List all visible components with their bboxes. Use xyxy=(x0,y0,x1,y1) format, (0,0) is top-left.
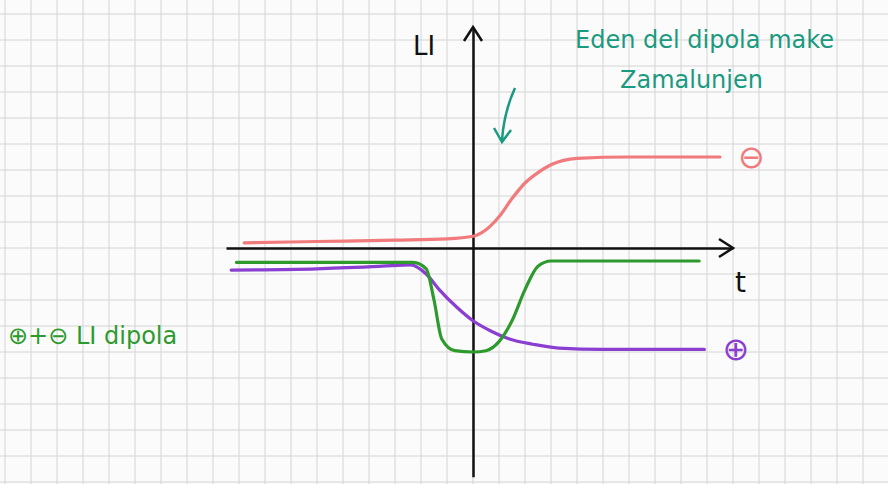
chart: LI t ⊖ ⊕ ⊕+⊖ LI dipola Eden del dipola make Za… xyxy=(0,0,888,484)
paper-line xyxy=(0,222,888,223)
axis-line xyxy=(472,28,475,478)
paper-line xyxy=(0,196,888,197)
paper-line xyxy=(135,0,136,484)
x-axis xyxy=(227,248,734,249)
paper xyxy=(0,0,888,484)
paper-line xyxy=(577,0,578,484)
paper-line xyxy=(0,482,888,483)
annotation-line: Eden del dipola make xyxy=(575,26,834,54)
paper-line xyxy=(447,0,448,484)
paper-line xyxy=(473,0,474,484)
y-axis xyxy=(473,28,474,478)
annotation: Eden del dipola make Zamalunjen xyxy=(575,26,834,94)
paper-line xyxy=(57,0,58,484)
series-line xyxy=(236,261,699,352)
paper-line xyxy=(837,0,838,484)
paper-line xyxy=(0,404,888,405)
paper-line xyxy=(0,430,888,431)
annotation-line: Zamalunjen xyxy=(620,66,763,94)
paper-line xyxy=(811,0,812,484)
paper-line xyxy=(395,0,396,484)
paper-line xyxy=(109,0,110,484)
paper-line xyxy=(31,0,32,484)
paper-line xyxy=(0,274,888,275)
paper-line xyxy=(603,0,604,484)
paper-line xyxy=(0,118,888,119)
paper-line xyxy=(0,456,888,457)
series-line xyxy=(244,157,720,243)
paper-line xyxy=(239,0,240,484)
paper-line xyxy=(0,248,888,249)
series-label: ⊕ xyxy=(722,330,749,368)
axis-line xyxy=(227,247,734,250)
paper-line xyxy=(421,0,422,484)
paper-line xyxy=(0,14,888,15)
paper-line xyxy=(863,0,864,484)
paper-line xyxy=(785,0,786,484)
paper-line xyxy=(187,0,188,484)
plot-area xyxy=(231,157,720,352)
paper-line xyxy=(0,300,888,301)
series-label: ⊖ xyxy=(738,138,765,176)
paper-line xyxy=(5,0,6,484)
paper-line xyxy=(0,378,888,379)
paper-line xyxy=(499,0,500,484)
x-arrow xyxy=(719,239,733,257)
y-axis-title: LI xyxy=(413,31,435,61)
paper-line xyxy=(161,0,162,484)
paper-line xyxy=(551,0,552,484)
paper-line xyxy=(83,0,84,484)
paper-line xyxy=(213,0,214,484)
series-label: ⊕+⊖ LI dipola xyxy=(8,322,177,350)
y-arrow xyxy=(464,27,482,41)
paper-line xyxy=(525,0,526,484)
paper-line xyxy=(0,352,888,353)
series-line xyxy=(231,265,704,350)
annotation-arrow xyxy=(494,88,515,142)
x-axis-title: t xyxy=(735,266,746,299)
